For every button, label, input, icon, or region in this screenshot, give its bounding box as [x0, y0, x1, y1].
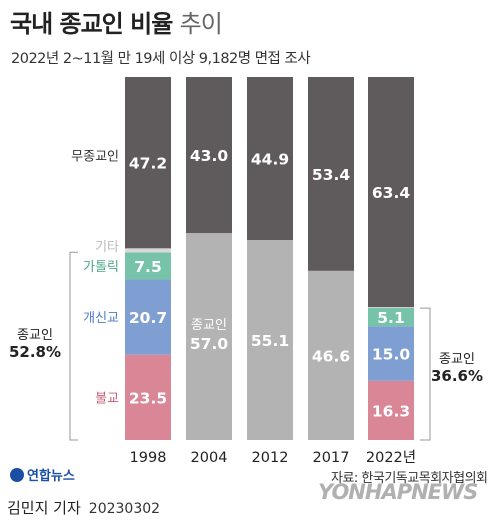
bar-no_religion-2022년: [368, 77, 414, 308]
data-label-catholic-1998: 7.5: [134, 258, 161, 276]
bar-religious_total-2004: [186, 233, 232, 440]
source-note: 자료: 한국기독교목회자협의회: [331, 471, 488, 486]
data-label-no_religion-2004: 43.0: [190, 147, 228, 165]
data-label-religious_total-2004: 57.0: [190, 335, 228, 353]
data-label-protestant-1998: 20.7: [129, 309, 167, 327]
bar-catholic-2022년: [368, 307, 414, 327]
series-label-buddhism: 불교: [95, 391, 119, 406]
bar-protestant-2022년: [368, 326, 414, 381]
bar-no_religion-2017: [308, 77, 354, 271]
bar-catholic-1998: [125, 252, 171, 280]
x-tick-2022년: 2022년: [366, 449, 416, 466]
bar-religious_total-2017: [308, 270, 354, 440]
data-label-catholic-2022년: 5.1: [377, 309, 404, 327]
bracket-right-value: 36.6%: [431, 367, 483, 385]
x-tick-2004: 2004: [191, 450, 228, 466]
chart-subtitle: 2022년 2~11월 만 19세 이상 9,182명 면접 조사: [11, 51, 311, 67]
series-label-no_religion: 무종교인: [71, 150, 119, 165]
series-label-protestant: 개신교: [83, 311, 119, 326]
data-label-no_religion-2017: 53.4: [312, 166, 350, 184]
bracket-left-value: 52.8%: [9, 343, 61, 361]
bar-religious_total-2012: [247, 239, 293, 440]
data-label-buddhism-2022년: 16.3: [372, 402, 410, 420]
logo-icon: [10, 468, 24, 482]
bar-protestant-1998: [125, 279, 171, 355]
title-suffix: 추이: [179, 10, 223, 38]
bar-no_religion-2012: [247, 77, 293, 240]
yonhap-logo: 연합뉴스: [10, 465, 75, 484]
data-label-no_religion-2022년: 63.4: [372, 184, 410, 202]
data-label-religious_total-2012: 55.1: [251, 332, 289, 350]
bracket-left-label: 종교인: [17, 328, 53, 343]
watermark: YONHAPNEWS: [318, 480, 478, 504]
series-label-catholic: 가톨릭: [83, 260, 119, 275]
chart-title: 국내 종교인 비율 추이: [10, 4, 223, 39]
data-label-buddhism-1998: 23.5: [129, 389, 167, 407]
bar-other-2022년: [368, 307, 414, 308]
data-label-no_religion-1998: 47.2: [129, 155, 167, 173]
bar-no_religion-1998: [125, 77, 171, 249]
bar-other-1998: [125, 248, 171, 253]
x-tick-2012: 2012: [252, 450, 289, 466]
x-tick-1998: 1998: [130, 450, 167, 466]
data-label-protestant-2022년: 15.0: [372, 346, 410, 364]
bar-no_religion-2004: [186, 77, 232, 234]
bracket-right: [420, 307, 431, 441]
series-label-other: 기타: [95, 240, 119, 255]
bracket-left: [69, 251, 78, 441]
data-label-religious_total-2017: 46.6: [312, 347, 350, 365]
inbar-label-2004: 종교인: [191, 318, 227, 333]
reporter-name: 김민지 기자: [7, 499, 81, 517]
x-tick-2017: 2017: [313, 450, 350, 466]
bar-buddhism-1998: [125, 354, 171, 440]
logo-text: 연합뉴스: [27, 469, 75, 484]
title-main: 국내 종교인 비율: [10, 10, 173, 38]
publish-date: 20230302: [88, 501, 161, 517]
bar-buddhism-2022년: [368, 380, 414, 440]
byline: 김민지 기자 20230302: [7, 497, 160, 518]
bracket-right-label: 종교인: [439, 352, 475, 367]
data-label-no_religion-2012: 44.9: [251, 151, 289, 169]
